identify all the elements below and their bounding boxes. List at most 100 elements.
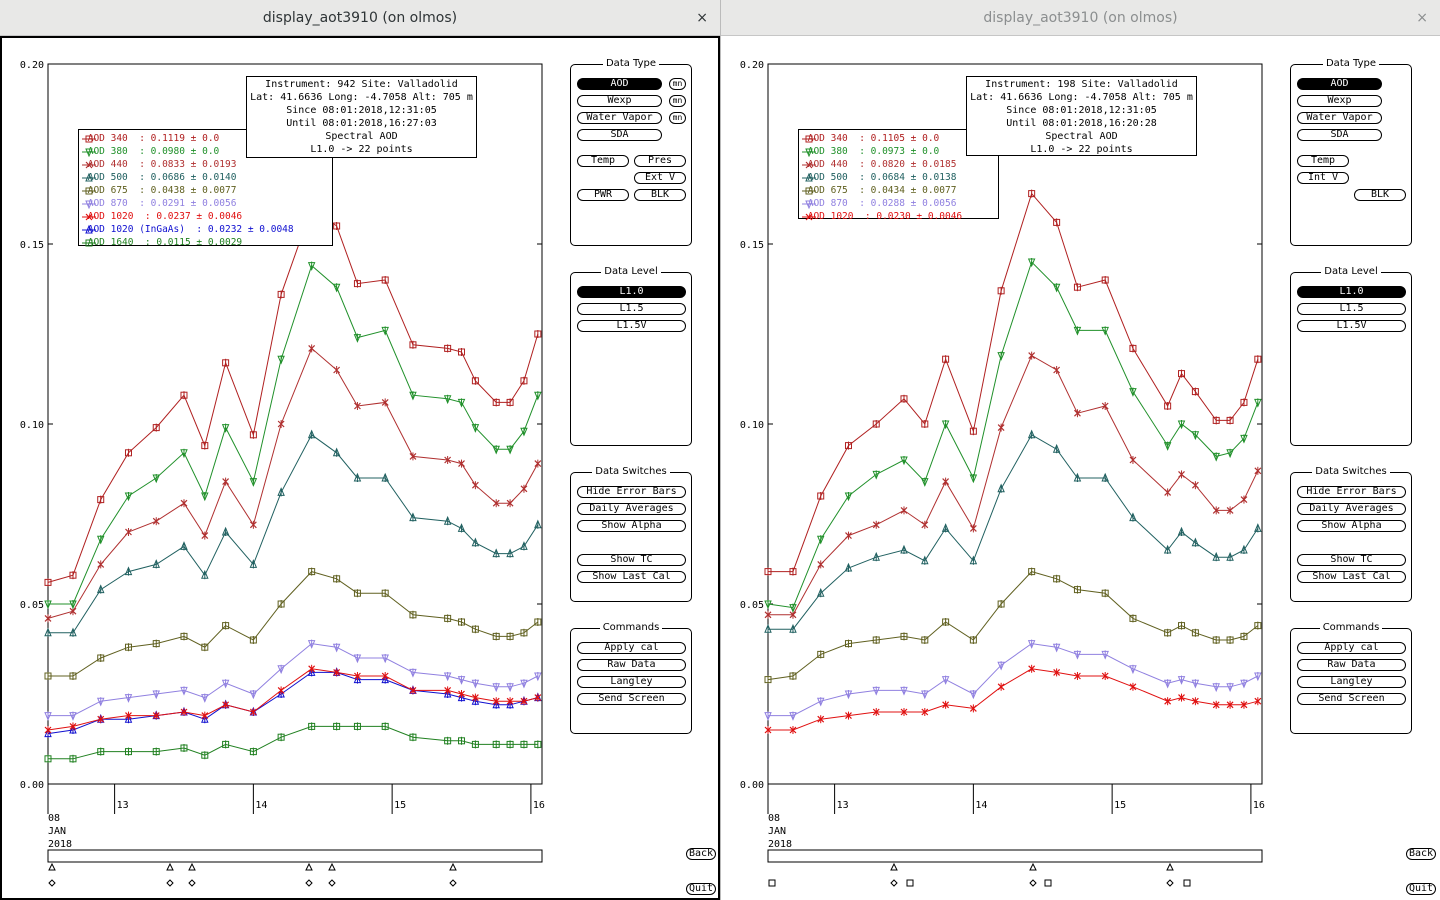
legend-marker-icon bbox=[802, 172, 816, 182]
x-tick-label: 15 bbox=[1114, 800, 1126, 811]
data-point bbox=[69, 722, 77, 730]
back-button[interactable]: Back bbox=[1406, 848, 1436, 860]
data-point bbox=[1212, 452, 1220, 462]
back-button[interactable]: Back bbox=[686, 848, 716, 860]
data-point bbox=[520, 427, 528, 437]
data-point bbox=[1052, 443, 1061, 453]
aod-button[interactable]: AOD bbox=[577, 78, 662, 90]
data-point bbox=[180, 499, 188, 507]
timeline-diamond bbox=[1029, 879, 1037, 887]
langley-button[interactable]: Langley bbox=[1297, 676, 1406, 688]
show-alpha-button[interactable]: Show Alpha bbox=[1297, 520, 1406, 532]
legend-marker-icon bbox=[82, 161, 96, 169]
raw-data-button[interactable]: Raw Data bbox=[577, 659, 686, 671]
data-point bbox=[764, 623, 772, 633]
data-point bbox=[69, 607, 77, 615]
data-point bbox=[1254, 672, 1262, 682]
aod-menu-button[interactable]: mn bbox=[669, 78, 686, 90]
data-point bbox=[997, 352, 1005, 361]
close-icon[interactable]: × bbox=[1416, 10, 1428, 26]
apply-cal-button[interactable]: Apply cal bbox=[577, 642, 686, 654]
blk-button[interactable]: BLK bbox=[634, 189, 686, 201]
langley-button[interactable]: Langley bbox=[577, 676, 686, 688]
data-point bbox=[249, 478, 258, 487]
int-v-button[interactable]: Int V bbox=[1297, 172, 1349, 184]
timeline-diamond bbox=[449, 879, 457, 887]
legend-symbol bbox=[805, 161, 813, 169]
y-tick-label: 0.20 bbox=[740, 60, 764, 71]
level-l10-button[interactable]: L1.0 bbox=[577, 286, 686, 298]
window-titlebar[interactable]: display_aot3910 (on olmos) × bbox=[721, 0, 1440, 36]
data-point bbox=[458, 737, 466, 745]
wexp-button[interactable]: Wexp bbox=[577, 95, 662, 107]
info-since: Since 08:01:2018,12:31:05 bbox=[286, 105, 437, 116]
data-point bbox=[471, 695, 480, 705]
daily-averages-button[interactable]: Daily Averages bbox=[577, 503, 686, 515]
ext-v-button[interactable]: Ext V bbox=[634, 172, 686, 184]
level-l15-button[interactable]: L1.5 bbox=[577, 303, 686, 315]
x-tick-label: 15 bbox=[394, 800, 406, 811]
data-point bbox=[152, 424, 160, 432]
send-screen-button[interactable]: Send Screen bbox=[577, 693, 686, 705]
series-aod-675 bbox=[764, 567, 1262, 684]
timeline-triangle bbox=[305, 862, 313, 871]
level-l15v-button[interactable]: L1.5V bbox=[1297, 320, 1406, 332]
pwr-button[interactable]: PWR bbox=[577, 189, 629, 201]
window-instrument-198: display_aot3910 (on olmos) × 0.00 0.05 0.1… bbox=[720, 0, 1440, 900]
blk-button[interactable]: BLK bbox=[1354, 189, 1406, 201]
water-vapor-button[interactable]: Water Vapor bbox=[577, 112, 662, 124]
water-vapor-button[interactable]: Water Vapor bbox=[1297, 112, 1382, 124]
data-point bbox=[381, 654, 389, 664]
data-point bbox=[1027, 258, 1036, 268]
series-line bbox=[47, 347, 539, 619]
data-point bbox=[1240, 679, 1248, 689]
legend-marker-icon bbox=[802, 148, 816, 157]
show-last-cal-button[interactable]: Show Last Cal bbox=[577, 571, 686, 583]
data-point bbox=[201, 713, 209, 723]
quit-button[interactable]: Quit bbox=[686, 883, 716, 895]
raw-data-button[interactable]: Raw Data bbox=[1297, 659, 1406, 671]
hide-error-bars-button[interactable]: Hide Error Bars bbox=[577, 486, 686, 498]
daily-averages-button[interactable]: Daily Averages bbox=[1297, 503, 1406, 515]
show-tc-button[interactable]: Show TC bbox=[1297, 554, 1406, 566]
data-point bbox=[307, 640, 316, 649]
series-line bbox=[47, 671, 538, 735]
temp-button[interactable]: Temp bbox=[577, 155, 629, 167]
level-l10-button[interactable]: L1.0 bbox=[1297, 286, 1406, 298]
show-tc-button[interactable]: Show TC bbox=[577, 554, 686, 566]
data-point bbox=[180, 541, 188, 550]
data-point bbox=[180, 391, 188, 399]
timeline-diamond bbox=[188, 879, 196, 887]
legend-entry: AOD 340 : 0.1105 ± 0.0 bbox=[802, 133, 939, 144]
wexp-button[interactable]: Wexp bbox=[1297, 95, 1382, 107]
data-point bbox=[44, 627, 52, 637]
hide-error-bars-button[interactable]: Hide Error Bars bbox=[1297, 486, 1406, 498]
show-last-cal-button[interactable]: Show Last Cal bbox=[1297, 571, 1406, 583]
apply-cal-button[interactable]: Apply cal bbox=[1297, 642, 1406, 654]
send-screen-button[interactable]: Send Screen bbox=[1297, 693, 1406, 705]
level-l15v-button[interactable]: L1.5V bbox=[577, 320, 686, 332]
data-point bbox=[921, 636, 929, 644]
pres-button[interactable]: Pres bbox=[634, 155, 686, 167]
level-l15-button[interactable]: L1.5 bbox=[1297, 303, 1406, 315]
show-alpha-button[interactable]: Show Alpha bbox=[577, 520, 686, 532]
quit-button[interactable]: Quit bbox=[1406, 883, 1436, 895]
data-point bbox=[969, 555, 978, 565]
data-point bbox=[332, 447, 341, 457]
sda-button[interactable]: SDA bbox=[577, 129, 662, 141]
water-vapor-menu-button[interactable]: mn bbox=[669, 112, 686, 124]
timeline-triangle bbox=[1029, 862, 1037, 871]
wexp-menu-button[interactable]: mn bbox=[669, 95, 686, 107]
data-point bbox=[492, 499, 500, 507]
window-titlebar[interactable]: display_aot3910 (on olmos) × bbox=[0, 0, 720, 36]
sda-button[interactable]: SDA bbox=[1297, 129, 1382, 141]
y-tick-label: 0.00 bbox=[20, 780, 44, 791]
aod-button[interactable]: AOD bbox=[1297, 78, 1382, 90]
data-point bbox=[201, 492, 209, 502]
data-point bbox=[1101, 672, 1109, 680]
data-point bbox=[520, 740, 528, 748]
temp-button[interactable]: Temp bbox=[1297, 155, 1349, 167]
data-point bbox=[900, 632, 908, 640]
close-icon[interactable]: × bbox=[696, 10, 708, 26]
legend-label: AOD 340 : 0.1105 ± 0.0 bbox=[802, 133, 940, 144]
